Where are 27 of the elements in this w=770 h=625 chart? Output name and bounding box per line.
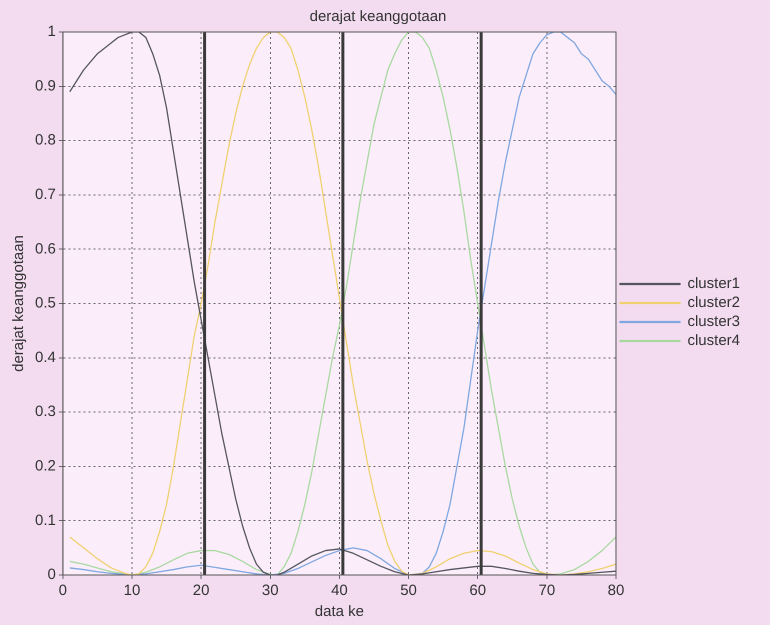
x-tick-label: 20: [192, 582, 210, 600]
y-tick-label: 0.3: [34, 403, 56, 420]
chart-title: derajat keanggotaan: [310, 8, 446, 26]
x-tick-label: 50: [400, 582, 417, 600]
y-tick-label: 0.1: [34, 512, 56, 529]
y-tick-label: 0.7: [34, 186, 56, 204]
legend-label: cluster1: [687, 275, 740, 292]
legend-label: cluster2: [687, 294, 740, 312]
y-tick-label: 0.5: [34, 294, 56, 312]
legend-label: cluster4: [687, 332, 740, 350]
y-tick-label: 0.4: [34, 348, 56, 366]
x-axis-title: data ke: [314, 603, 364, 620]
x-tick-label: 10: [124, 582, 140, 600]
y-tick-label: 0.6: [34, 240, 56, 258]
y-tick-label: 1: [48, 23, 56, 40]
y-tick-label: 0.2: [34, 458, 56, 475]
legend-label: cluster3: [687, 313, 740, 330]
y-tick-label: 0.9: [34, 77, 56, 94]
y-axis-title: derajat keanggotaan: [10, 235, 28, 372]
x-tick-label: 40: [331, 582, 348, 600]
x-tick-label: 70: [538, 582, 556, 600]
x-tick-label: 80: [608, 582, 624, 600]
x-tick-label: 0: [58, 582, 68, 600]
x-tick-label: 30: [262, 582, 279, 600]
y-tick-label: 0: [48, 566, 56, 584]
y-tick-label: 0.8: [34, 132, 56, 149]
x-tick-label: 60: [469, 582, 486, 600]
